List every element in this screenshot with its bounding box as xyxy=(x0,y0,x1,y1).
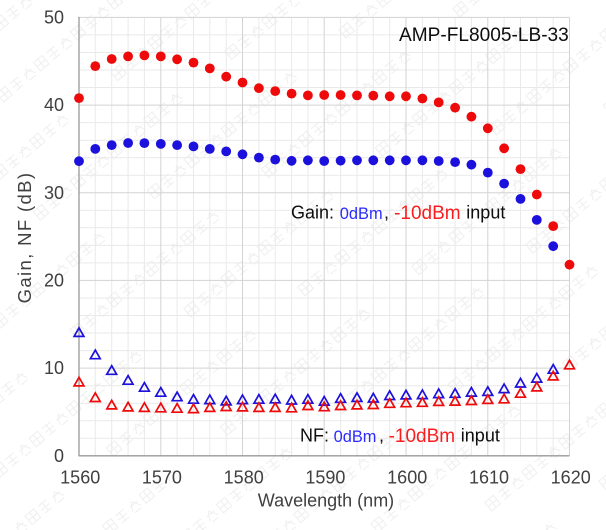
svg-text:50: 50 xyxy=(44,7,64,27)
svg-text:1610: 1610 xyxy=(469,468,509,488)
svg-text:1590: 1590 xyxy=(305,468,345,488)
svg-text:,: , xyxy=(384,203,389,223)
svg-text:1600: 1600 xyxy=(387,468,427,488)
svg-text:Wavelength (nm): Wavelength (nm) xyxy=(258,490,394,510)
svg-text:Gain:: Gain: xyxy=(291,203,334,223)
svg-text:input: input xyxy=(466,203,505,223)
svg-text:-10dBm: -10dBm xyxy=(389,426,456,447)
svg-text:input: input xyxy=(461,426,500,446)
svg-text:1580: 1580 xyxy=(224,468,264,488)
svg-text:0dBm: 0dBm xyxy=(334,428,377,446)
svg-text:-10dBm: -10dBm xyxy=(394,203,461,224)
svg-text:,: , xyxy=(379,426,384,446)
svg-text:NF:: NF: xyxy=(300,426,329,446)
svg-text:0: 0 xyxy=(54,446,64,466)
svg-text:Gain, NF (dB): Gain, NF (dB) xyxy=(14,172,35,304)
svg-text:10: 10 xyxy=(44,358,64,378)
svg-text:1570: 1570 xyxy=(142,468,182,488)
svg-text:1620: 1620 xyxy=(551,468,591,488)
svg-text:40: 40 xyxy=(44,95,64,115)
svg-text:30: 30 xyxy=(44,183,64,203)
svg-text:20: 20 xyxy=(44,270,64,290)
svg-text:AMP-FL8005-LB-33: AMP-FL8005-LB-33 xyxy=(399,25,569,46)
svg-text:1560: 1560 xyxy=(60,468,100,488)
svg-text:0dBm: 0dBm xyxy=(340,205,383,223)
